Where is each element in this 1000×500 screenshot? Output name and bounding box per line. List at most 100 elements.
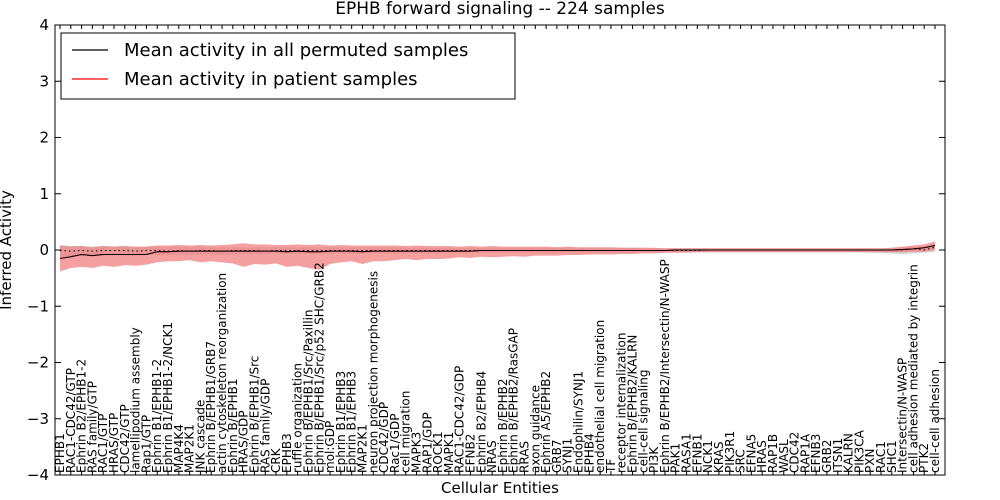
category-label: MAP2K1 (355, 424, 369, 473)
chart-title: EPHB forward signaling -- 224 samples (335, 0, 665, 19)
category-label: Ephrin B1/EPHB1-2/NCK1 (161, 322, 175, 473)
category-label: PI3K (647, 446, 661, 473)
category-label: Ephrin B1/EPHB1-2 (150, 359, 164, 473)
y-tick-label: 2 (39, 129, 49, 147)
category-label: Ephrin A5/EPHB2 (539, 371, 553, 473)
category-label: Ephrin B/EPHB2/RasGAP (507, 328, 521, 473)
category-label: CDC42/GTP (118, 404, 132, 473)
category-label: Endophilin/SYNJ1 (572, 371, 586, 473)
category-label: Rap1/GTP (139, 415, 153, 473)
category-label: PAK1 (669, 443, 683, 473)
category-label: cell-cell adhesion (928, 369, 942, 473)
category-label: SHC1 (885, 440, 899, 473)
category-label: EFNB2 (463, 434, 477, 473)
category-label: mol:GDP (323, 421, 337, 473)
category-label: cell migration (399, 391, 413, 473)
legend-label-permuted: Mean activity in all permuted samples (124, 40, 468, 61)
category-label: cell adhesion mediated by integrin (906, 264, 920, 473)
y-tick-label: 1 (39, 185, 49, 203)
category-label: Ephrin B1/EPHB3 (334, 371, 348, 473)
category-label: PIK3CA (852, 429, 866, 473)
category-label: PTK2 (917, 443, 931, 473)
category-label: cell-cell signaling (636, 370, 650, 474)
category-label: KRAS (712, 441, 726, 473)
category-label: HRAS/GDP (237, 410, 251, 473)
category-label: RAP1/GDP (420, 412, 434, 473)
patient-confidence-band (60, 241, 935, 272)
category-label: MAP2K1 (183, 424, 197, 473)
legend: Mean activity in all permuted samples Me… (60, 32, 516, 100)
category-label: Intersectin/N-WASP (896, 358, 910, 473)
category-label: lamellipodium assembly (129, 327, 143, 473)
x-axis-label: Cellular Entities (441, 479, 559, 497)
category-label: Ephrin B/EPHB2/KALRN (626, 335, 640, 473)
category-label: RAC1 (874, 441, 888, 473)
x-axis (59, 25, 936, 475)
category-label: ROCK1 (431, 431, 445, 473)
category-label: KALRN (842, 433, 856, 473)
category-label: RASA1 (680, 433, 694, 473)
y-tick-label: −3 (27, 410, 49, 428)
category-label: EPHB1 (53, 433, 67, 473)
category-label: neuron projection morphogenesis (366, 271, 380, 473)
y-tick-label: 0 (39, 241, 49, 259)
category-label: Ephrin B/EPHB2 (496, 379, 510, 473)
y-tick-label: 4 (39, 16, 49, 34)
category-label: CRK (269, 447, 283, 473)
category-label: WASL (777, 439, 791, 473)
category-label: endothelial cell migration (593, 320, 607, 473)
category-label: CDC42 (788, 432, 802, 473)
category-label: RAP1A (798, 433, 812, 473)
category-label: MAP4K4 (172, 424, 186, 473)
category-label: Ephrin B/EPHB1/GRB7 (204, 341, 218, 473)
category-label: RAS family/GTP (85, 381, 99, 473)
category-label: RAC1-CDC42/GTP (64, 368, 78, 473)
category-label: RAC1-CDC42/GDP (453, 366, 467, 473)
category-label: Ephrin B2/EPHB4 (474, 371, 488, 473)
category-label: Ephrin B/EPHB1/Src/Paxillin (301, 309, 315, 473)
category-label: EPHB4 (582, 433, 596, 473)
category-label: NRAS (485, 440, 499, 473)
category-label: NCK1 (701, 440, 715, 473)
category-label: HRAS (755, 440, 769, 473)
category-label: EFNA5 (744, 434, 758, 473)
category-label: ruffle organization (291, 363, 305, 473)
category-label: HRAS/GTP (107, 413, 121, 473)
category-label: RRAS (518, 441, 532, 473)
category-label: Rac1/GDP (388, 414, 402, 473)
category-label: Ephrin B2/EPHB1-2 (75, 359, 89, 473)
category-label: Ephrin B/EPHB1 (226, 379, 240, 473)
category-label: GRB7 (550, 439, 564, 473)
category-label: ITSN1 (831, 438, 845, 473)
category-label: RAP1B (766, 434, 780, 473)
confidence-bands (60, 241, 935, 272)
category-label: MAPK3 (409, 432, 423, 473)
y-tick-label: −4 (27, 466, 49, 484)
category-label: PXN (863, 449, 877, 473)
category-label: EFNB1 (690, 434, 704, 473)
category-label: JNK cascade (193, 400, 207, 474)
y-axis-label: Inferred Activity (0, 190, 15, 310)
y-tick-label: −2 (27, 354, 49, 372)
series-lines (59, 245, 936, 259)
category-label: MAPK1 (442, 432, 456, 473)
category-label: RAS family/GDP (258, 379, 272, 473)
legend-frame (60, 32, 516, 100)
category-label: SYNJ1 (561, 438, 575, 473)
category-label: EFNB3 (809, 434, 823, 473)
category-label: Ephrin B/EPHB1/Src (247, 356, 261, 473)
category-label: GRB2 (820, 439, 834, 473)
category-label: SRC (734, 449, 748, 473)
category-label: RAC1/GTP (96, 414, 110, 473)
y-tick-label: −1 (27, 297, 49, 315)
category-label: PIK3R1 (723, 431, 737, 473)
category-label: CDC42/GDP (377, 402, 391, 473)
category-label: TF (604, 459, 618, 474)
category-label: actin cytoskeleton reorganization (215, 273, 229, 473)
y-axis: −4 −3 −2 −1 0 1 2 3 4 (27, 16, 945, 484)
legend-label-patient: Mean activity in patient samples (124, 69, 418, 90)
category-label: axon guidance (528, 385, 542, 473)
category-label: EPHB3 (280, 433, 294, 473)
